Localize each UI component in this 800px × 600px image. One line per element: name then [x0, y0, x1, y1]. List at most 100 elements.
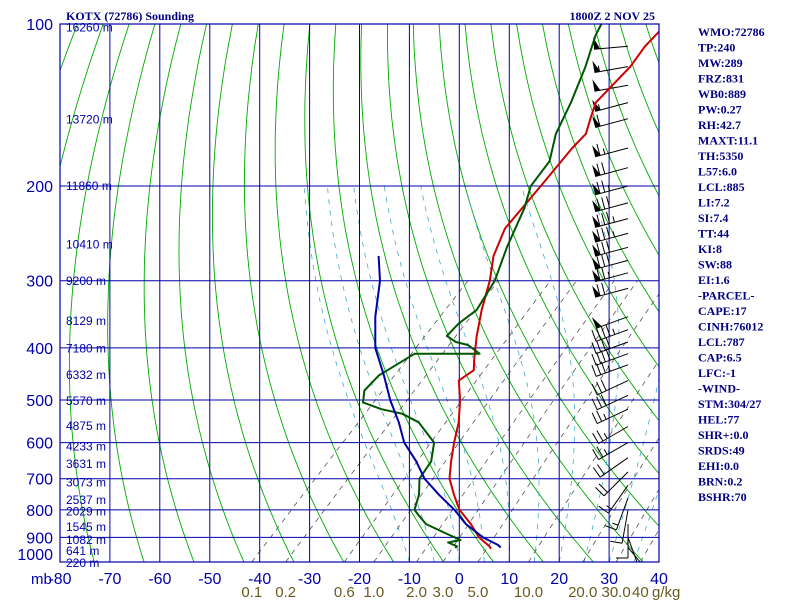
moist-adiabat-line	[303, 185, 410, 562]
wind-barb-flag	[596, 114, 601, 127]
index-value: RH:42.7	[698, 118, 741, 132]
temperature-tick-label: -30	[298, 571, 321, 588]
pressure-unit-label: mb	[31, 571, 52, 588]
index-value: BSHR:70	[698, 490, 747, 504]
index-value: -WIND-	[698, 382, 740, 396]
wind-barb-half-flag	[612, 231, 615, 238]
wind-barb-flag	[601, 282, 606, 295]
wind-barb-pennant	[592, 230, 601, 243]
index-value: MW:289	[698, 56, 743, 70]
height-label: 6332 m	[66, 368, 106, 382]
wind-barb-staff	[595, 202, 629, 213]
pressure-tick-label: 500	[26, 393, 53, 410]
wind-barb	[627, 537, 638, 562]
index-value: EI:1.6	[698, 273, 730, 287]
temperature-tick-labels: -80 -70 -60 -50 -40 -30 -20 -10 0 10 20 30 40	[48, 571, 668, 588]
dry-adiabat-line	[490, 24, 659, 422]
height-label: 641 m	[66, 544, 99, 558]
height-label: 9200 m	[66, 274, 106, 288]
wind-barb-staff	[598, 442, 629, 461]
temperature-tick-label: 0	[455, 571, 464, 588]
wind-barb	[592, 60, 629, 73]
index-value: LCL:885	[698, 180, 745, 194]
wind-barb	[592, 211, 629, 228]
pressure-tick-label: 300	[26, 274, 53, 291]
height-label: 5570 m	[66, 394, 106, 408]
wind-barb-flag	[601, 267, 606, 280]
wind-barb-half-flag	[606, 505, 612, 510]
mixing-ratio-label: 0.1	[241, 584, 262, 600]
temperature-tick-label: -70	[98, 571, 121, 588]
wind-barb	[592, 226, 629, 243]
height-label: 2029 m	[66, 505, 106, 519]
mixing-ratio-unit: g/kg	[652, 584, 680, 600]
wind-barb-pennant	[592, 257, 601, 270]
wind-barb-flag	[591, 412, 598, 424]
index-value: -PARCEL-	[698, 289, 754, 303]
wind-barb-flag	[610, 540, 623, 544]
wind-barb-flag	[601, 241, 606, 254]
height-label: 7180 m	[66, 341, 106, 355]
index-value: LCL:787	[698, 335, 745, 349]
moist-adiabat-line	[327, 185, 435, 562]
wind-barb	[604, 497, 629, 531]
wind-barb-staff	[595, 147, 629, 158]
index-value: EHI:0.0	[698, 459, 739, 473]
wind-barb-flag	[606, 196, 611, 208]
wind-barb-flag	[600, 350, 606, 363]
wind-barb-flag	[601, 213, 606, 225]
wind-barb-flag	[596, 256, 601, 269]
wind-barb-flag	[596, 340, 602, 353]
wind-barb-flag	[596, 352, 602, 364]
wind-barb-staff	[599, 457, 629, 478]
wind-barb-staff	[621, 509, 629, 544]
temperature-tick-label: -50	[198, 571, 221, 588]
wind-barb-staff	[596, 380, 629, 396]
wind-barb-flag	[600, 361, 606, 374]
wind-barb-staff	[595, 364, 629, 377]
wind-barb-half-flag	[607, 184, 611, 192]
dry-adiabat-line	[438, 24, 659, 527]
wind-barb-flag	[605, 348, 611, 361]
temperature-tick-label: -60	[148, 571, 171, 588]
wind-barb-half-flag	[603, 413, 607, 420]
wind-barb-pennant	[592, 60, 601, 73]
temperature-tick-label: -20	[348, 571, 371, 588]
index-value: CAP:6.5	[698, 351, 742, 365]
index-value: TP:240	[698, 41, 735, 55]
temperature-tick-label: -80	[48, 571, 71, 588]
index-value: SHR+:0.0	[698, 428, 749, 442]
wind-barb-flag	[606, 211, 611, 224]
mixing-ratio-line	[582, 437, 659, 562]
wind-barb-flag	[598, 483, 608, 493]
index-value: WB0:889	[698, 87, 746, 101]
index-value: SI:7.4	[698, 211, 728, 225]
mixing-ratio-label: 5.0	[467, 584, 488, 600]
wind-barb-half-flag	[612, 216, 615, 223]
temperature-tick-label: -40	[248, 571, 271, 588]
dry-adiabat-line	[360, 24, 544, 562]
wind-barb-flag	[596, 396, 603, 408]
grid-lines	[60, 24, 659, 562]
wind-barb-flag	[596, 464, 605, 475]
wind-barb-staff	[627, 547, 641, 562]
wind-barb-flag	[596, 284, 601, 297]
wind-barb-staff	[595, 246, 629, 257]
dry-adiabat-line	[243, 24, 345, 562]
dewpoint-profile-line	[362, 24, 603, 549]
wind-barb	[591, 379, 629, 396]
mixing-ratio-label: 2.0	[406, 584, 427, 600]
mixing-ratio-line	[640, 528, 659, 562]
mixing-ratio-line	[442, 280, 638, 562]
wind-barb-flag	[598, 505, 609, 514]
pressure-tick-label: 800	[26, 503, 53, 520]
wind-barb-staff	[595, 287, 629, 298]
plot-frame	[59, 23, 660, 563]
mixing-ratio-line	[416, 280, 615, 562]
height-label: 13720 m	[66, 113, 113, 127]
